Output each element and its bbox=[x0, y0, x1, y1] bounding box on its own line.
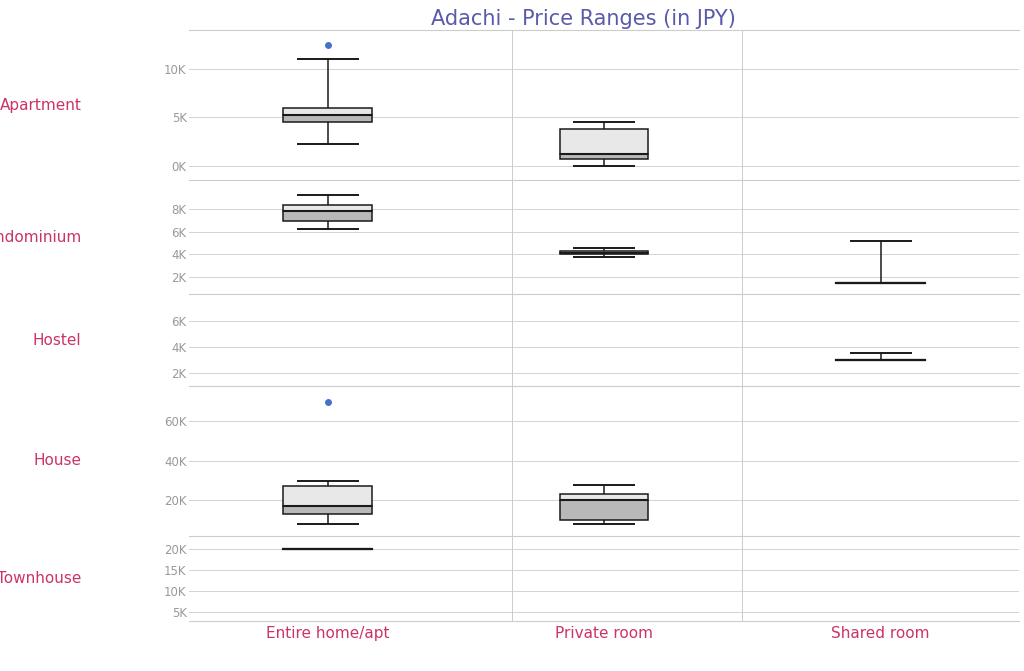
Bar bbox=[284, 211, 372, 221]
Text: Hostel: Hostel bbox=[33, 333, 82, 348]
Bar bbox=[560, 129, 648, 154]
Bar bbox=[284, 107, 372, 115]
Bar bbox=[284, 205, 372, 211]
Text: Condominium: Condominium bbox=[0, 230, 82, 245]
Bar bbox=[560, 251, 648, 254]
Bar bbox=[560, 154, 648, 159]
Text: Adachi - Price Ranges (in JPY): Adachi - Price Ranges (in JPY) bbox=[431, 9, 736, 29]
Bar bbox=[284, 115, 372, 122]
Text: House: House bbox=[34, 454, 82, 468]
Bar bbox=[284, 486, 372, 506]
Text: Townhouse: Townhouse bbox=[0, 571, 82, 586]
Bar bbox=[560, 501, 648, 520]
Bar bbox=[284, 506, 372, 514]
Bar bbox=[560, 495, 648, 501]
Text: Apartment: Apartment bbox=[0, 98, 82, 113]
